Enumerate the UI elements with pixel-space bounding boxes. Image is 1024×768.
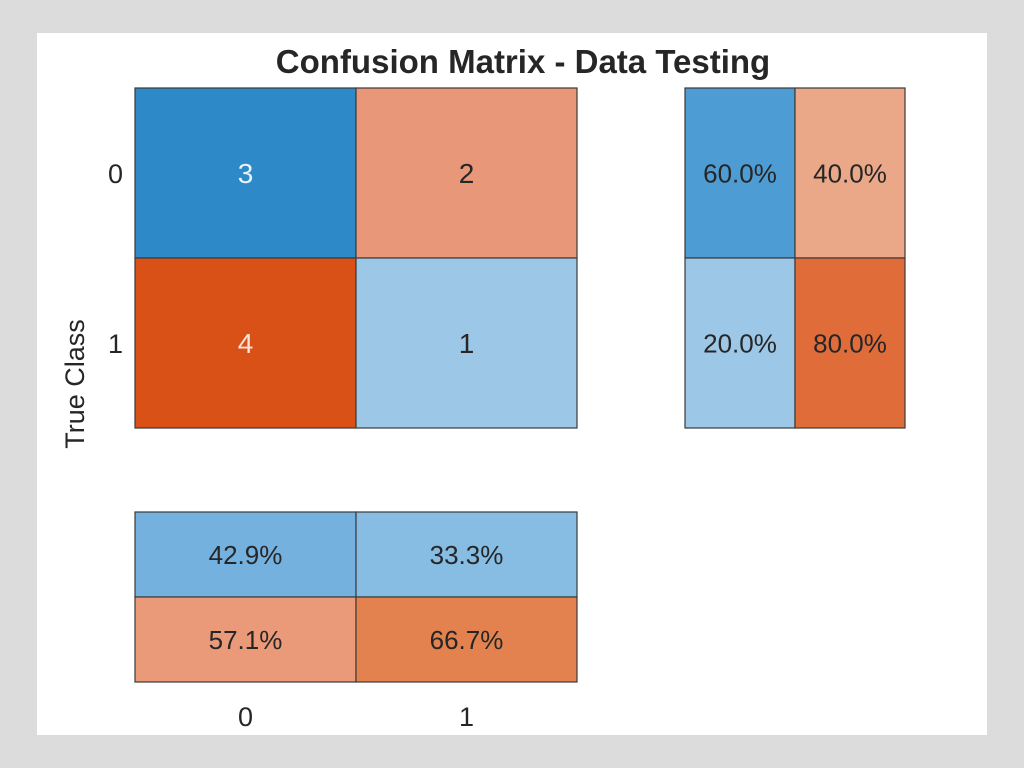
row-summary-label-0-1: 40.0% (813, 158, 887, 188)
x-tick-label-1: 1 (459, 702, 474, 732)
matrix-cell-0-0 (134, 87, 357, 259)
y-axis-label: True Class (60, 319, 90, 449)
row-summary-cell-1-0 (684, 257, 796, 429)
column-summary-label-0-0: 42.9% (209, 540, 283, 570)
row-summary-cell-0-0 (684, 87, 796, 259)
confusion-matrix-grid: 3 2 4 1 (134, 87, 578, 429)
row-summary-grid: 60.0% 40.0% 20.0% 80.0% (684, 87, 906, 429)
column-summary-cell-0-1 (355, 511, 578, 598)
matrix-label-0-0: 3 (238, 158, 254, 189)
chart-title: Confusion Matrix - Data Testing (276, 43, 770, 80)
y-tick-label-0: 0 (108, 159, 123, 189)
column-summary-cell-1-1 (355, 596, 578, 683)
row-summary-cell-1-1 (794, 257, 906, 429)
row-summary-cell-0-1 (794, 87, 906, 259)
matrix-label-1-1: 1 (459, 328, 475, 359)
confusion-matrix-chart: Confusion Matrix - Data Testing True Cla… (60, 43, 906, 732)
matrix-cell-0-1 (355, 87, 578, 259)
row-summary-label-1-0: 20.0% (703, 328, 777, 358)
column-summary-label-1-1: 66.7% (430, 625, 504, 655)
matrix-cell-1-0 (134, 257, 357, 429)
column-summary-grid: 42.9% 33.3% 57.1% 66.7% (134, 511, 578, 683)
column-summary-label-0-1: 33.3% (430, 540, 504, 570)
matrix-label-0-1: 2 (459, 158, 475, 189)
matrix-label-1-0: 4 (238, 328, 254, 359)
x-tick-label-0: 0 (238, 702, 253, 732)
row-summary-label-0-0: 60.0% (703, 158, 777, 188)
row-summary-label-1-1: 80.0% (813, 328, 887, 358)
matrix-cell-1-1 (355, 257, 578, 429)
figure-canvas: Confusion Matrix - Data Testing True Cla… (37, 33, 987, 735)
column-summary-label-1-0: 57.1% (209, 625, 283, 655)
y-tick-label-1: 1 (108, 329, 123, 359)
y-tick-labels: 01 (108, 159, 123, 359)
